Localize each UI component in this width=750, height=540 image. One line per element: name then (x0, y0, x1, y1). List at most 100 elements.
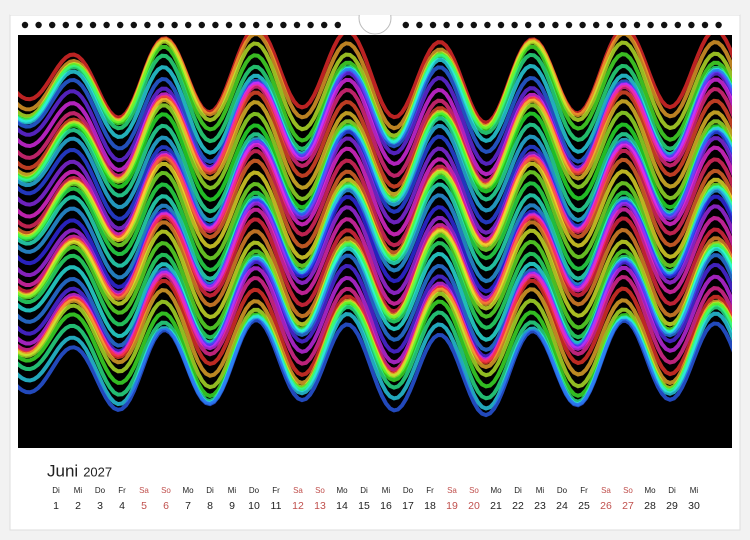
day-grid: Di 1 Mi 2 Do 3 Fr 4 Sa 5 So 6 Mo 7 Di 8 Mi 9 Do 10 Fr 11 Sa 12 S… (52, 486, 700, 512)
hole (715, 21, 722, 29)
hole (103, 21, 110, 29)
hole (429, 21, 437, 29)
day-number: 6 (163, 500, 169, 512)
day-number: 24 (556, 500, 568, 512)
weekday: Do (249, 486, 260, 495)
weekday: Mi (690, 486, 699, 495)
hole (253, 21, 260, 29)
day-number: 3 (97, 500, 103, 512)
day-number: 18 (424, 500, 436, 512)
day-number: 16 (380, 500, 392, 512)
hole (62, 21, 69, 29)
day-number: 26 (600, 500, 612, 512)
weekday: Mo (336, 486, 348, 495)
day-number: 29 (666, 500, 678, 512)
weekday: Do (95, 486, 106, 495)
hole (511, 21, 518, 29)
day-number: 23 (534, 500, 546, 512)
hole (538, 21, 545, 29)
month-name: Juni (47, 461, 78, 480)
hole (579, 21, 586, 29)
weekday: Mi (382, 486, 391, 495)
weekday: So (315, 486, 325, 495)
weekday: Mi (536, 486, 545, 495)
hole (144, 21, 151, 29)
weekday: So (161, 486, 171, 495)
day-number: 1 (53, 500, 59, 512)
hole (117, 21, 124, 29)
hole (497, 21, 505, 29)
weekday: Mo (182, 486, 194, 495)
day-number: 7 (185, 500, 191, 512)
weekday: Di (206, 486, 214, 495)
hole (21, 21, 29, 29)
hole (266, 21, 273, 29)
weekday: Mo (490, 486, 502, 495)
day-number: 22 (512, 500, 524, 512)
binding-holes (21, 21, 722, 29)
day-number: 11 (271, 500, 282, 512)
weekday: Sa (447, 486, 457, 495)
hole (552, 21, 559, 29)
weekday: Di (52, 486, 60, 495)
day-number: 30 (688, 500, 700, 512)
hole (647, 21, 654, 29)
top-edge (10, 0, 740, 15)
hole (307, 21, 314, 29)
day-number: 17 (402, 500, 414, 512)
day-number: 5 (141, 500, 147, 512)
weekday: Sa (601, 486, 611, 495)
weekday: Di (514, 486, 522, 495)
weekday: Di (668, 486, 676, 495)
hole (89, 21, 97, 29)
weekday: Fr (118, 486, 126, 495)
hole (416, 21, 423, 29)
hole (606, 21, 613, 29)
day-number: 20 (468, 500, 480, 512)
day-number: 4 (119, 500, 125, 512)
hole (688, 21, 695, 29)
hole (470, 21, 477, 29)
hole (633, 21, 641, 29)
weekday: Mi (74, 486, 83, 495)
hole (402, 21, 409, 29)
hole (157, 21, 165, 29)
weekday: Do (403, 486, 414, 495)
weekday: Di (360, 486, 368, 495)
hole (674, 21, 681, 29)
hole (212, 21, 219, 29)
day-number: 25 (578, 500, 590, 512)
wave-stroke (18, 318, 732, 418)
hole (130, 21, 137, 29)
hole (484, 21, 491, 29)
weekday: Sa (139, 486, 149, 495)
weekday: Sa (293, 486, 303, 495)
hole (525, 21, 532, 29)
hole (35, 21, 42, 29)
hole (225, 21, 233, 29)
day-number: 12 (292, 500, 304, 512)
weekday: Mi (228, 486, 237, 495)
day-number: 19 (446, 500, 458, 512)
weekday: Mo (644, 486, 656, 495)
weekday: So (469, 486, 479, 495)
weekday: Fr (426, 486, 434, 495)
hole (457, 21, 464, 29)
hole (620, 21, 627, 29)
hole (76, 21, 83, 29)
hole (198, 21, 205, 29)
day-number: 9 (229, 500, 235, 512)
hole (49, 21, 56, 29)
hole (593, 21, 600, 29)
weekday: Fr (272, 486, 280, 495)
hole (661, 21, 668, 29)
light-waves (18, 35, 732, 418)
weekday: So (623, 486, 633, 495)
weekday: Do (557, 486, 568, 495)
day-number: 14 (336, 500, 348, 512)
hole (293, 21, 301, 29)
hole (565, 21, 573, 29)
hole (185, 21, 192, 29)
hole (334, 21, 341, 29)
